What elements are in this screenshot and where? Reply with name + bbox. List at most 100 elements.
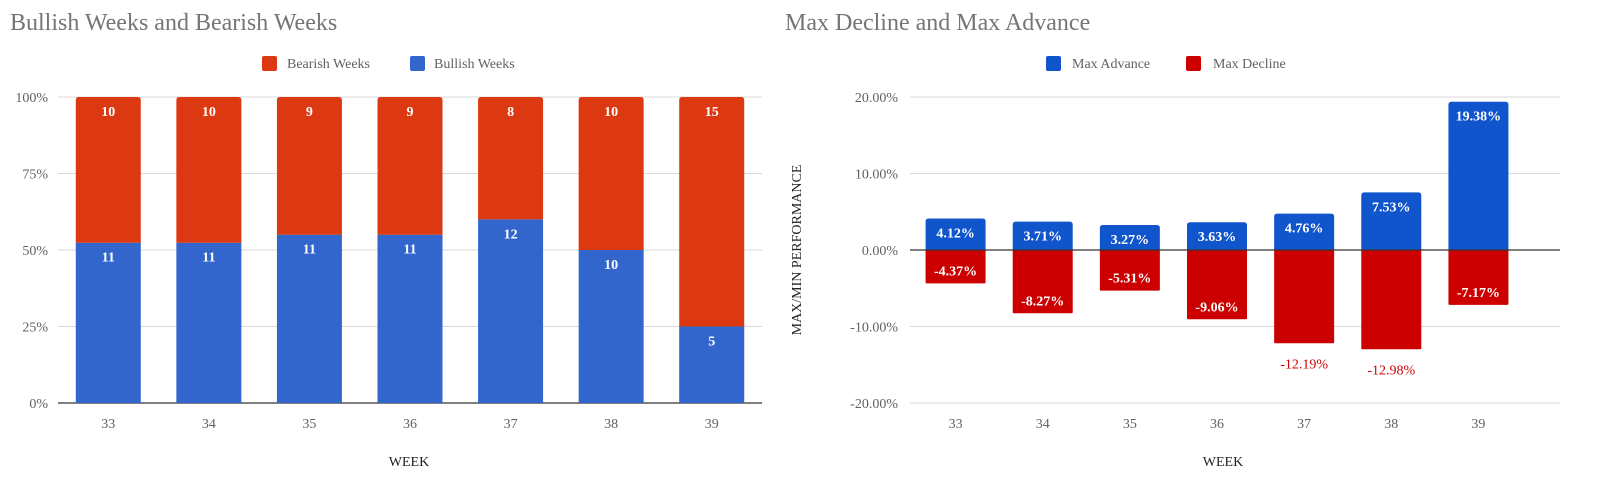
bar-bullish [679, 326, 745, 403]
x-tick-label: 39 [705, 417, 719, 432]
data-label-bearish: 10 [604, 105, 618, 120]
bar-bullish [478, 219, 544, 403]
x-tick-label: 36 [1210, 417, 1224, 432]
max-decline-advance-chart: Max Decline and Max Advance Max Advance … [785, 10, 1560, 470]
legend-swatch-decline [1186, 56, 1201, 71]
bar-bearish [377, 97, 443, 235]
data-label-max-decline: -9.06% [1195, 300, 1238, 315]
data-label-bearish: 9 [306, 105, 313, 120]
data-label-max-decline: -12.98% [1367, 363, 1415, 378]
data-label-max-advance: 3.71% [1023, 230, 1062, 245]
y-tick-label: 25% [22, 321, 48, 336]
x-tick-label: 39 [1471, 417, 1485, 432]
bar-bullish [578, 250, 644, 403]
x-axis-title: WEEK [389, 455, 429, 470]
x-axis-ticks: 33 34 35 36 37 38 39 [101, 417, 718, 432]
legend-swatch-advance [1046, 56, 1061, 71]
x-axis-title: WEEK [1203, 455, 1243, 470]
data-label-max-advance: 3.27% [1111, 233, 1150, 248]
bar-max-decline [925, 250, 986, 284]
data-label-bullish: 11 [403, 243, 416, 258]
bar-max-decline [1012, 250, 1073, 314]
data-label-bearish: 10 [202, 105, 216, 120]
x-tick-label: 35 [1123, 417, 1137, 432]
bullish-bearish-chart: Bullish Weeks and Bearish Weeks Bearish … [10, 10, 762, 470]
y-axis-ticks: -20.00% -10.00% 0.00% 10.00% 20.00% [850, 91, 898, 412]
x-tick-label: 38 [1384, 417, 1398, 432]
y-tick-label: 20.00% [855, 91, 899, 106]
data-label-bullish: 5 [708, 335, 715, 350]
legend: Bearish Weeks Bullish Weeks [262, 56, 515, 72]
bar-bullish [75, 242, 141, 403]
bar-bullish [276, 234, 342, 403]
x-tick-label: 33 [101, 417, 115, 432]
data-label-bullish: 11 [202, 251, 215, 266]
y-tick-label: -20.00% [850, 397, 898, 412]
legend-label-decline: Max Decline [1213, 57, 1286, 72]
data-label-max-advance: 4.76% [1285, 222, 1324, 237]
y-tick-label: 0.00% [862, 244, 899, 259]
data-label-max-advance: 4.12% [936, 226, 975, 241]
x-tick-label: 34 [202, 417, 216, 432]
data-label-max-advance: 7.53% [1372, 200, 1411, 215]
data-label-max-decline: -8.27% [1021, 294, 1064, 309]
bar-max-advance [1361, 192, 1422, 250]
y-tick-label: 75% [22, 168, 48, 183]
bar-max-advance [1274, 213, 1335, 250]
data-label-bullish: 11 [303, 243, 316, 258]
y-tick-label: 10.00% [855, 168, 899, 183]
legend-label-bearish: Bearish Weeks [287, 57, 370, 72]
data-label-max-advance: 3.63% [1198, 230, 1237, 245]
data-label-bearish: 9 [407, 105, 414, 120]
y-tick-label: 100% [15, 91, 48, 106]
data-label-bearish: 10 [101, 105, 115, 120]
legend-swatch-bearish [262, 56, 277, 71]
bar-max-advance [1099, 224, 1160, 250]
bar-max-decline [1187, 250, 1247, 320]
y-tick-label: 50% [22, 244, 48, 259]
data-label-max-decline: -5.31% [1108, 272, 1151, 287]
bar-max-decline [1274, 250, 1335, 344]
bar-bearish [578, 97, 644, 250]
legend: Max Advance Max Decline [1046, 56, 1286, 72]
x-tick-label: 38 [604, 417, 618, 432]
y-tick-label: 0% [29, 397, 48, 412]
x-axis-ticks: 33 34 35 36 37 38 39 [949, 417, 1486, 432]
y-tick-label: -10.00% [850, 321, 898, 336]
bars: 4.12% -4.37% 3.71% -8.27% 3.27% -5.31% 3.63% -9… [910, 101, 1560, 378]
bar-bearish [276, 97, 342, 235]
legend-label-advance: Max Advance [1072, 57, 1150, 72]
bar-max-advance [1187, 222, 1247, 250]
bar-bearish [478, 97, 544, 220]
legend-swatch-bullish [410, 56, 425, 71]
data-label-bullish: 11 [102, 251, 115, 266]
bar-max-advance [1012, 221, 1073, 250]
bar-bearish [176, 97, 242, 243]
chart-title: Max Decline and Max Advance [785, 10, 1090, 36]
data-label-max-decline: -12.19% [1280, 357, 1328, 372]
chart-title: Bullish Weeks and Bearish Weeks [10, 10, 337, 36]
data-label-bullish: 10 [604, 258, 618, 273]
x-tick-label: 37 [504, 417, 518, 432]
data-label-bullish: 12 [504, 227, 518, 242]
bar-max-decline [1099, 250, 1160, 291]
bar-bearish [75, 97, 141, 243]
y-axis-ticks: 0% 25% 50% 75% 100% [15, 91, 48, 412]
gridlines [910, 96, 1560, 404]
bar-max-advance [1448, 101, 1509, 250]
bar-bullish [377, 234, 443, 403]
data-label-max-advance: 19.38% [1456, 110, 1502, 125]
y-axis-title: MAX/MIN PERFORMANCE [790, 165, 805, 336]
bar-max-decline [1448, 250, 1509, 305]
data-label-max-decline: -7.17% [1457, 286, 1500, 301]
x-tick-label: 35 [302, 417, 316, 432]
data-label-bearish: 8 [507, 105, 514, 120]
x-tick-label: 33 [949, 417, 963, 432]
data-label-bearish: 15 [705, 105, 719, 120]
x-tick-label: 36 [403, 417, 417, 432]
x-tick-label: 37 [1297, 417, 1311, 432]
legend-label-bullish: Bullish Weeks [434, 57, 515, 72]
bar-bearish [679, 97, 745, 327]
bar-max-decline [1361, 250, 1422, 350]
